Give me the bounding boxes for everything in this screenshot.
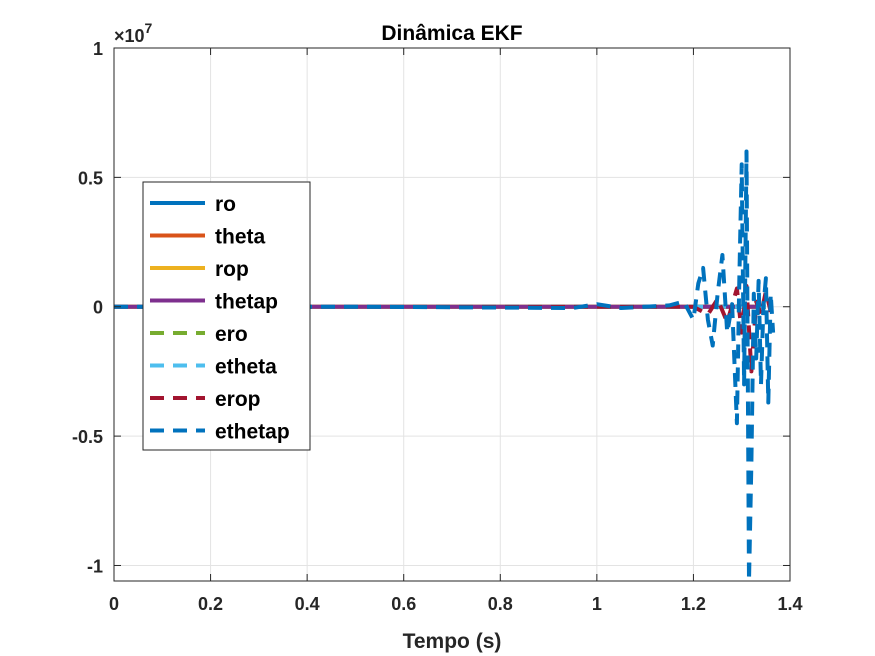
y-tick-label: 1 [93,39,103,59]
legend-label-etheta: etheta [215,356,277,379]
x-tick-label: 1 [592,594,602,614]
y-scale-exponent-power: 7 [145,20,153,36]
series-layer [114,149,776,581]
y-tick-label: -1 [87,556,103,576]
chart-title: Dinâmica EKF [381,22,522,45]
y-tick-label: 0 [93,298,103,318]
axis-ticks: 0 0.2 0.4 0.6 0.8 1 1.2 1.4 -1 -0.5 0 0.5 1 [72,39,803,614]
legend-label-rop: rop [215,258,249,281]
legend-label-ro: ro [215,193,236,216]
x-tick-label: 0.4 [295,594,320,614]
x-tick-label: 0.6 [391,594,416,614]
y-scale-exponent: ×107 [114,20,153,46]
legend-label-theta: theta [215,226,265,249]
x-tick-label: 1.4 [777,594,802,614]
legend-box [142,181,311,451]
y-tick-label: -0.5 [72,427,103,447]
x-tick-label: 0 [109,594,119,614]
x-axis-label: Tempo (s) [403,630,502,653]
y-scale-exponent-base: ×10 [114,26,145,46]
legend-label-ero: ero [215,323,248,346]
legend-label-ethetap: ethetap [215,421,290,444]
legend-label-erop: erop [215,388,261,411]
legend: ro theta rop thetap ero etheta erop ethetap [142,181,311,451]
series-line-ethetap [114,149,776,581]
x-tick-label: 0.2 [198,594,223,614]
plot-box [113,47,791,582]
x-tick-label: 0.8 [488,594,513,614]
legend-label-thetap: thetap [215,291,278,314]
x-tick-label: 1.2 [681,594,706,614]
y-tick-label: 0.5 [78,168,103,188]
